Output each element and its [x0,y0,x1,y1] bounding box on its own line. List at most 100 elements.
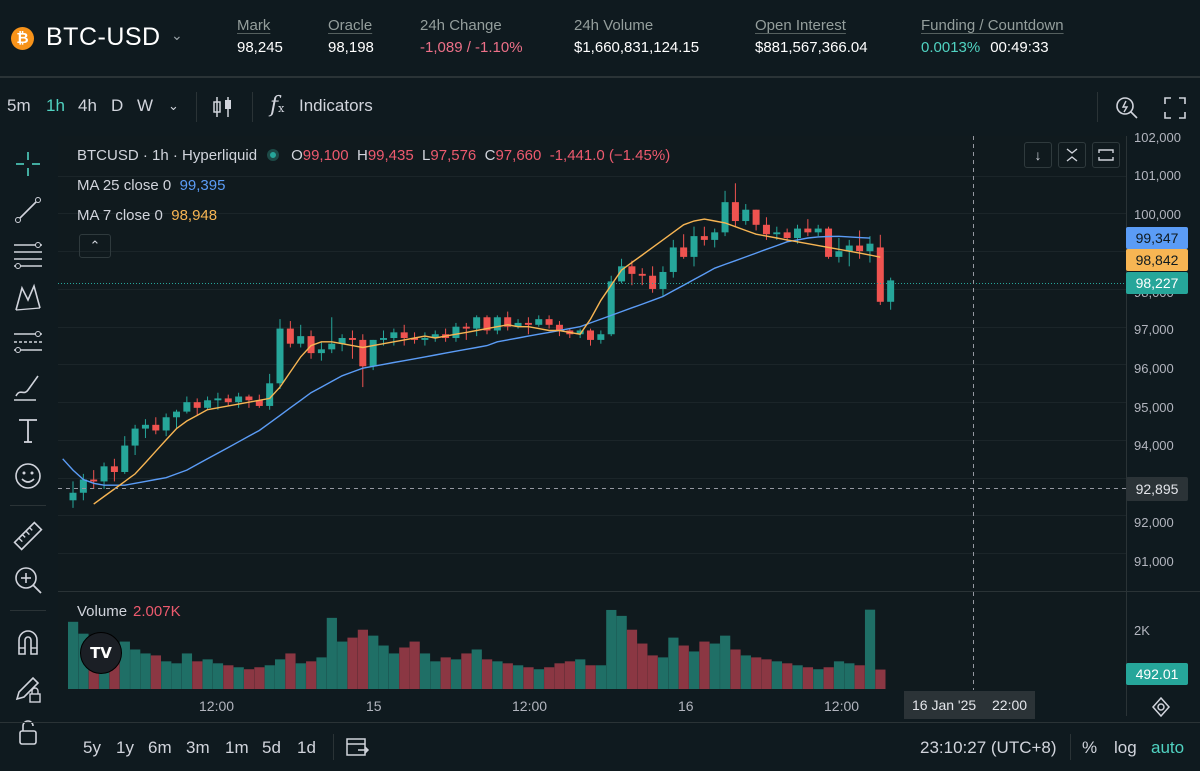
fib-retracement-tool-icon[interactable] [12,238,44,270]
volume-bar [378,645,389,689]
timeframe-more-chevron-icon[interactable]: ⌄ [168,98,179,113]
unlock-icon[interactable] [12,716,44,748]
tradingview-logo-icon[interactable]: TV [80,632,122,674]
auto-scale-toggle[interactable]: auto [1151,738,1185,757]
scroll-down-arrow-icon[interactable]: ↓ [1024,142,1052,168]
range-1m[interactable]: 1m [225,738,249,757]
stat-label[interactable]: Funding / Countdown [921,17,1064,34]
trend-line-tool-icon[interactable] [12,194,44,226]
range-5y[interactable]: 5y [83,738,101,757]
candle [742,204,750,225]
crosshair-tool-icon[interactable] [12,148,44,180]
candle-body [649,275,657,289]
price-chart[interactable] [58,136,1126,690]
volume-bar [844,663,855,689]
chart-pane[interactable] [58,136,1126,690]
volume-bar [792,665,803,689]
range-1y[interactable]: 1y [116,738,134,757]
candle-body [235,396,243,403]
candle [431,330,439,342]
candle-body [348,338,356,340]
ma25-legend[interactable]: MA 25 close 0 99,395 [77,177,225,194]
volume-bar [606,609,617,689]
candle-body [887,280,895,302]
candle-body [359,339,367,367]
volume-bar [761,659,772,689]
crosshair-price-label: 92,895 [1126,477,1188,501]
pattern-tool-icon[interactable] [12,282,44,314]
volume-bar [409,641,420,689]
price-tick: 100,000 [1134,207,1181,222]
bottom-divider [1070,734,1071,760]
stat-label[interactable]: Open Interest [755,17,846,34]
volume-bar [243,669,255,689]
candle [659,266,667,297]
collapse-legend-chevron-up-icon[interactable]: ⌃ [79,234,111,258]
candle-body [224,398,232,403]
chevron-down-icon[interactable]: ⌄ [171,27,183,43]
volume-bar [513,665,524,689]
date-range-calendar-icon[interactable] [344,736,370,763]
function-fx-icon[interactable]: fx [270,93,285,118]
candle-body [721,202,729,233]
candle-body [680,247,688,257]
stat-funding: Funding / Countdown 0.0013% 00:49:33 [921,17,1064,56]
candle [90,470,98,489]
indicators-button[interactable]: Indicators [299,96,373,115]
percent-scale-toggle[interactable]: % [1082,738,1098,757]
candle-body [110,466,118,472]
range-5d[interactable]: 5d [262,738,281,757]
price-axis[interactable] [1126,136,1200,716]
range-1d[interactable]: 1d [297,738,316,757]
candle [183,396,191,414]
timeframe-w[interactable]: W [137,96,154,115]
toolbar-divider [196,92,197,122]
quick-search-icon[interactable] [1114,95,1140,126]
candles-icon[interactable] [212,95,234,124]
candle [866,236,874,263]
candle [690,226,698,267]
fullscreen-icon[interactable] [1163,96,1187,125]
stat-label[interactable]: Oracle [328,17,373,34]
range-3m[interactable]: 3m [186,738,210,757]
timeframe-4h[interactable]: 4h [78,96,97,115]
timeframe-1h[interactable]: 1h [46,96,65,115]
candle [224,394,232,406]
candle-body [483,317,491,331]
symbol-title[interactable]: BTCUSD · 1h · Hyperliquid [77,147,258,164]
maximize-pane-icon[interactable] [1092,142,1120,168]
collapse-pane-icon[interactable] [1058,142,1086,168]
volume-legend[interactable]: Volume 2.007K [77,603,181,620]
candle [173,409,180,429]
prediction-tool-icon[interactable] [12,326,44,358]
time-tick: 16 [678,698,694,714]
candle [856,230,864,259]
ohlc-key: H [356,147,368,164]
chart-settings-gear-icon[interactable] [1151,696,1171,722]
ruler-measure-icon[interactable] [12,520,44,552]
candle-body [773,232,781,235]
lock-drawing-pencil-icon[interactable] [12,672,44,704]
brush-tool-icon[interactable] [12,370,44,402]
pair-selector[interactable]: BTC-USD [46,23,161,51]
candle-body [369,339,377,367]
pane-separator[interactable] [58,591,1200,592]
timezone-clock[interactable]: 23:10:27 (UTC+8) [920,738,1057,757]
volume-bar [461,653,472,689]
ma7-legend[interactable]: MA 7 close 0 98,948 [77,207,217,224]
timeframe-5m[interactable]: 5m [7,96,31,115]
range-6m[interactable]: 6m [148,738,172,757]
volume-label: Volume [77,603,128,620]
magnet-icon[interactable] [12,626,44,658]
zoom-in-icon[interactable] [12,564,44,596]
timeframe-d[interactable]: D [111,96,124,115]
candle [804,219,812,237]
candle [535,315,543,327]
stat-label[interactable]: Mark [237,17,271,34]
text-tool-icon[interactable] [12,414,44,446]
candle-body [297,336,305,344]
stat-label: 24h Change [420,17,502,34]
emoji-smile-icon[interactable] [12,460,44,492]
log-scale-toggle[interactable]: log [1114,738,1137,757]
candle-body [380,338,387,340]
